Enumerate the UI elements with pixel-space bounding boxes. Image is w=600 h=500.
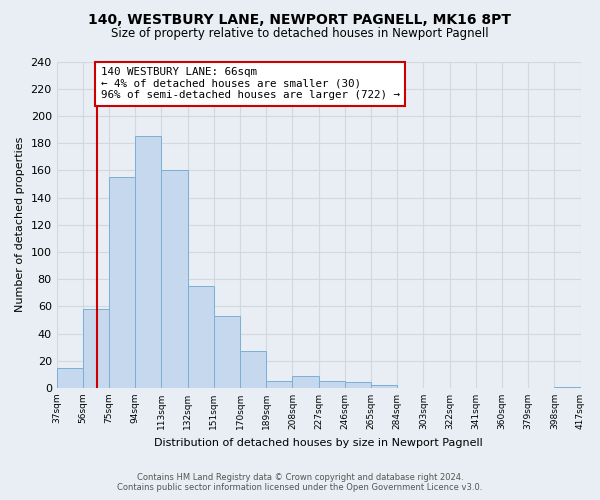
X-axis label: Distribution of detached houses by size in Newport Pagnell: Distribution of detached houses by size … [154,438,483,448]
Y-axis label: Number of detached properties: Number of detached properties [15,137,25,312]
Bar [161,170,188,388]
Bar [240,351,266,388]
Bar [345,382,371,388]
Bar [83,309,109,388]
Bar [109,177,135,388]
Bar [554,386,581,388]
Bar [135,136,161,388]
Text: Contains HM Land Registry data © Crown copyright and database right 2024.
Contai: Contains HM Land Registry data © Crown c… [118,473,482,492]
Text: 140 WESTBURY LANE: 66sqm
← 4% of detached houses are smaller (30)
96% of semi-de: 140 WESTBURY LANE: 66sqm ← 4% of detache… [101,67,400,100]
Bar [371,385,397,388]
Bar [319,381,345,388]
Bar [214,316,240,388]
Bar [266,381,292,388]
Bar [56,368,83,388]
Text: Size of property relative to detached houses in Newport Pagnell: Size of property relative to detached ho… [111,28,489,40]
Bar [188,286,214,388]
Bar [292,376,319,388]
Text: 140, WESTBURY LANE, NEWPORT PAGNELL, MK16 8PT: 140, WESTBURY LANE, NEWPORT PAGNELL, MK1… [89,12,511,26]
